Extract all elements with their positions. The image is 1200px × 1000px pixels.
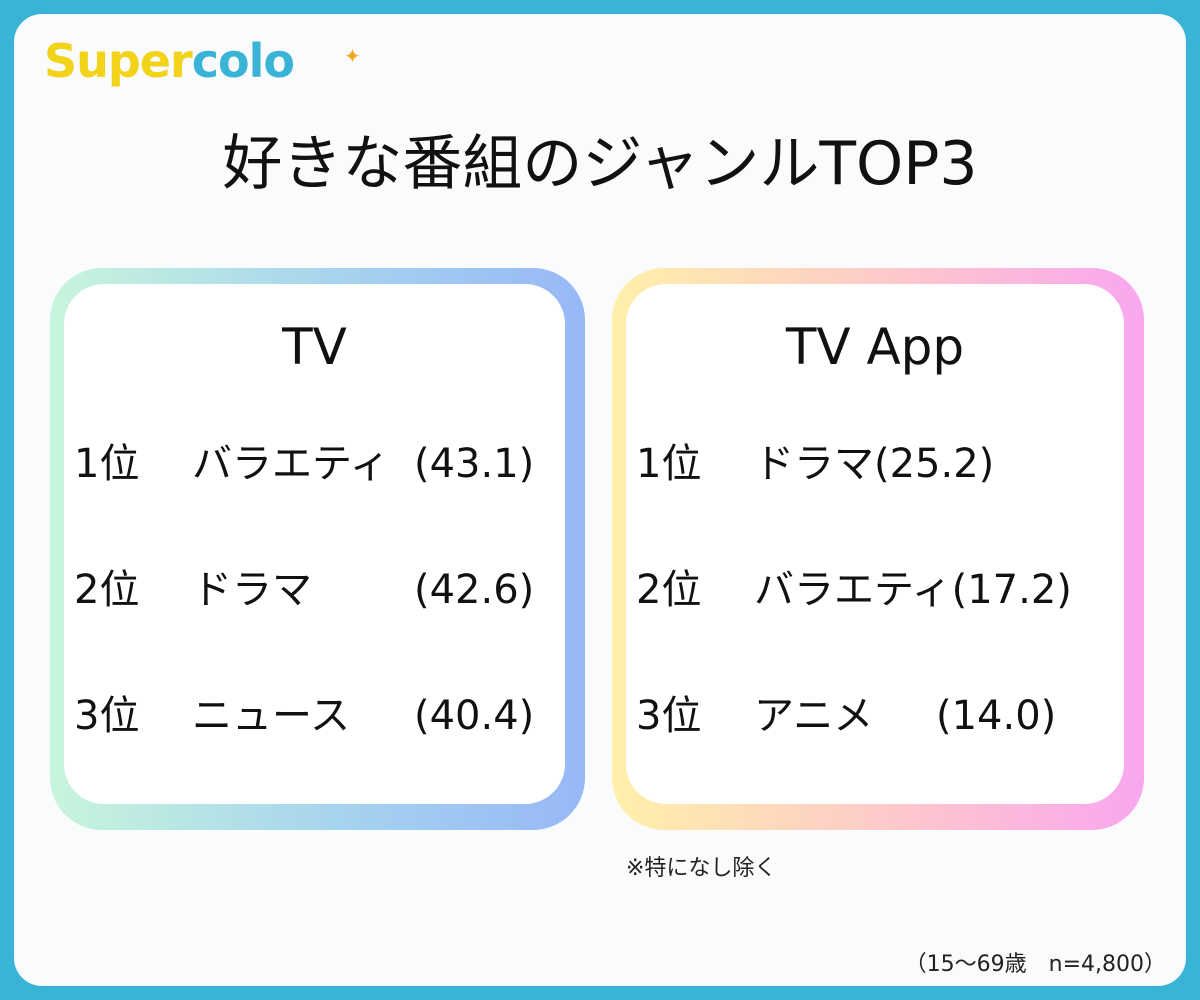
rank-label: 3位 <box>74 693 140 739</box>
logo-text-part1: Super <box>44 34 193 88</box>
genre-label: バラエティ <box>192 441 390 487</box>
tv-card-body: TV 1位 バラエティ (43.1) 2位 ドラマ (42.6) 3位 ニュース (4… <box>64 284 565 804</box>
percent-value: (17.2) <box>951 567 1072 613</box>
genre-label: バラエティ <box>754 567 952 613</box>
percent-value: (40.4) <box>414 693 535 739</box>
sparkle-icon: ✦ <box>344 44 361 68</box>
tv-app-ranking-card: TV App 1位 ドラマ(25.2) 2位 バラエティ(17.2) 3位 アニメ (… <box>612 268 1144 830</box>
percent-value: (25.2) <box>874 441 995 487</box>
tv-app-card-body: TV App 1位 ドラマ(25.2) 2位 バラエティ(17.2) 3位 アニメ (… <box>626 284 1124 804</box>
percent-value: (14.0) <box>936 693 1057 739</box>
rank-label: 2位 <box>74 567 140 613</box>
rank-label: 3位 <box>636 693 702 739</box>
tv-rank-row: 1位 バラエティ (43.1) <box>74 441 534 487</box>
genre-label: ドラマ <box>754 441 874 487</box>
genre-label: アニメ <box>754 693 874 739</box>
sample-info: （15〜69歳 n=4,800） <box>904 952 1166 977</box>
genre-label: ドラマ <box>192 567 312 613</box>
exclusion-note: ※特になし除く <box>626 856 777 881</box>
rank-label: 1位 <box>74 441 140 487</box>
tv-app-rank-row: 2位 バラエティ(17.2) <box>636 570 1072 610</box>
tv-card-title: TV <box>282 318 347 376</box>
tv-rank-row: 2位 ドラマ (42.6) <box>74 567 534 613</box>
tv-ranking-card: TV 1位 バラエティ (43.1) 2位 ドラマ (42.6) 3位 ニュース (4… <box>50 268 585 830</box>
page-title: 好きな番組のジャンルTOP3 <box>222 129 978 199</box>
percent-value: (43.1) <box>414 441 535 487</box>
logo-text-part2: colo <box>191 34 295 88</box>
percent-value: (42.6) <box>414 567 535 613</box>
rank-label: 1位 <box>636 441 702 487</box>
tv-rank-row: 3位 ニュース (40.4) <box>74 693 534 739</box>
supercolo-logo: Supercolo ✦ <box>44 38 361 84</box>
genre-label: ニュース <box>192 693 350 739</box>
tv-app-rank-row: 1位 ドラマ(25.2) <box>636 444 994 484</box>
rank-label: 2位 <box>636 567 702 613</box>
tv-app-card-title: TV App <box>785 318 965 376</box>
tv-app-rank-row: 3位 アニメ (14.0) <box>636 693 1056 739</box>
